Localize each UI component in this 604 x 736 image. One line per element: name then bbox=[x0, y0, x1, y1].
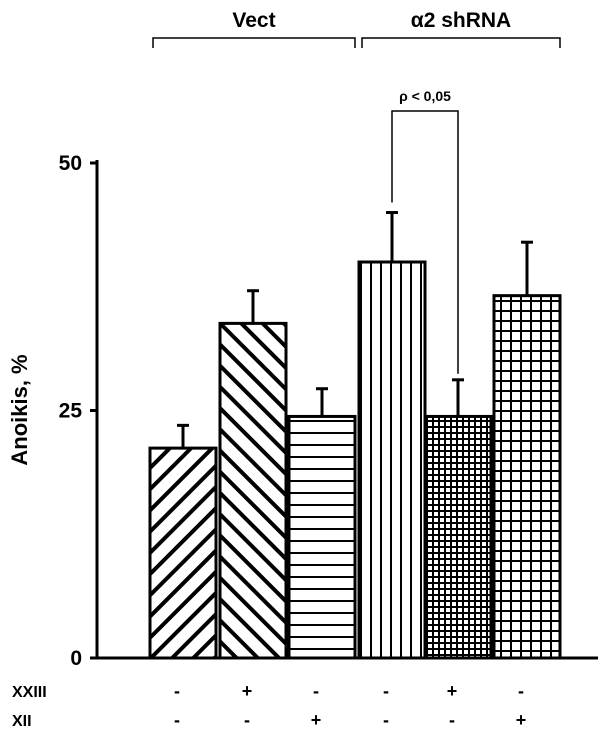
bar-1 bbox=[148, 446, 218, 660]
group-label-1: Vect bbox=[232, 9, 275, 32]
group-label-2: α2 shRNA bbox=[411, 9, 511, 32]
bar-2 bbox=[218, 321, 288, 660]
treatment-XXIII-bar-4: - bbox=[383, 681, 389, 701]
treatment-XII-bar-4: - bbox=[383, 710, 389, 730]
bars bbox=[148, 211, 562, 660]
treatment-XII-bar-6: + bbox=[516, 710, 527, 730]
treatment-XII-bar-3: + bbox=[311, 710, 322, 730]
treatment-XXIII-bar-3: - bbox=[313, 681, 319, 701]
group-brackets: Vect α2 shRNA bbox=[152, 9, 561, 48]
treatment-row-label-XII: XII bbox=[12, 713, 32, 730]
bar-6 bbox=[492, 294, 562, 660]
bar-5 bbox=[423, 414, 493, 660]
treatment-XII-bar-1: - bbox=[174, 710, 180, 730]
y-axis-label: Anoikis, % bbox=[7, 354, 32, 465]
bar-3 bbox=[287, 414, 357, 660]
treatment-row-label-XXIII: XXIII bbox=[12, 684, 47, 701]
treatment-XII-bar-5: - bbox=[449, 710, 455, 730]
treatment-XII-bar-2: - bbox=[244, 710, 250, 730]
y-tick-label: 50 bbox=[59, 152, 82, 175]
y-tick-label: 0 bbox=[70, 647, 82, 670]
group-bracket-1 bbox=[152, 37, 356, 48]
treatment-XXIII-bar-6: - bbox=[518, 681, 524, 701]
y-ticks: 0 25 50 bbox=[59, 152, 98, 670]
treatment-XXIII-bar-5: + bbox=[447, 681, 458, 701]
treatment-XXIII-bar-1: - bbox=[174, 681, 180, 701]
significance-annotation: ρ < 0,05 bbox=[391, 88, 459, 374]
significance-label: ρ < 0,05 bbox=[399, 88, 451, 104]
bar-4 bbox=[357, 260, 427, 660]
treatment-table: XXIII - + - - + - XII - - + - - + bbox=[12, 681, 526, 730]
y-tick-label: 25 bbox=[59, 400, 83, 423]
group-bracket-2 bbox=[361, 37, 561, 48]
treatment-XXIII-bar-2: + bbox=[242, 681, 253, 701]
significance-bracket bbox=[391, 110, 459, 374]
